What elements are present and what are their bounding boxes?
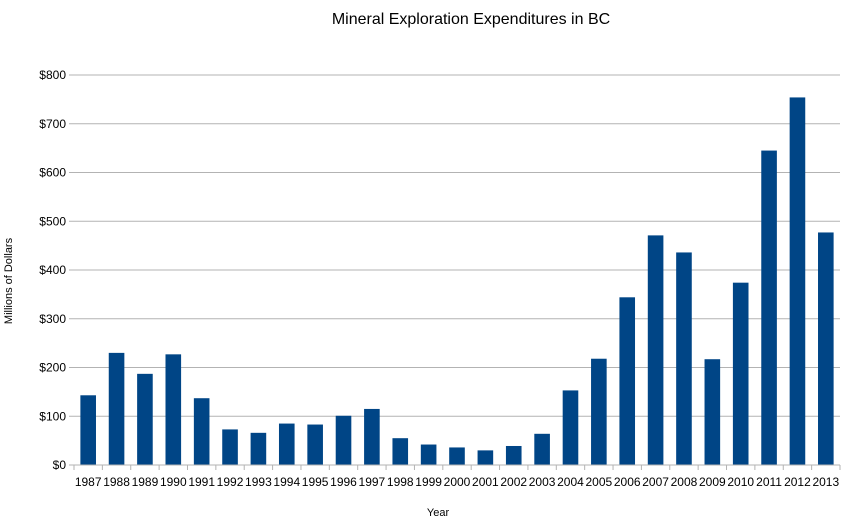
bar-1998 xyxy=(392,438,409,465)
y-tick-label: $0 xyxy=(53,458,67,472)
x-tick-label: 2002 xyxy=(500,475,527,489)
bar-2009 xyxy=(704,359,721,465)
bar-1997 xyxy=(364,408,380,465)
x-tick-label: 1991 xyxy=(188,475,215,489)
bar-2013 xyxy=(818,232,834,465)
y-axis-title: Millions of Dollars xyxy=(3,237,15,324)
gridlines xyxy=(74,74,840,466)
x-tick-label: 1999 xyxy=(415,475,442,489)
x-tick-label: 1987 xyxy=(75,475,102,489)
bar-2001 xyxy=(477,450,494,465)
x-tick-label: 2012 xyxy=(784,475,811,489)
x-tick-label: 1995 xyxy=(302,475,329,489)
x-tick-label: 2003 xyxy=(529,475,556,489)
x-tick-label: 2011 xyxy=(756,475,782,489)
bar-2007 xyxy=(647,235,664,465)
bar-1993 xyxy=(250,432,267,465)
x-tick-label: 2005 xyxy=(586,475,613,489)
x-tick-label: 2006 xyxy=(614,475,641,489)
y-tick-label: $600 xyxy=(39,166,66,180)
x-tick-label: 1990 xyxy=(160,475,187,489)
bar-1996 xyxy=(335,415,352,465)
bar-1987 xyxy=(80,395,96,465)
x-tick-label: 1996 xyxy=(330,475,357,489)
x-tick-label: 2010 xyxy=(727,475,754,489)
x-tick-label: 1988 xyxy=(103,475,130,489)
y-tick-label: $300 xyxy=(39,312,66,326)
bar-1995 xyxy=(307,424,323,465)
x-tick-label: 1998 xyxy=(387,475,414,489)
bar-2012 xyxy=(789,97,806,466)
x-tick-label: 1989 xyxy=(132,475,159,489)
bar-1999 xyxy=(420,444,437,465)
y-tick-label: $800 xyxy=(39,68,66,82)
x-tick-label: 1994 xyxy=(273,475,300,489)
x-tick-label: 2001 xyxy=(472,475,499,489)
bar-2005 xyxy=(591,358,607,465)
bar-2002 xyxy=(505,445,522,465)
bar-2000 xyxy=(449,447,465,465)
bar-2011 xyxy=(761,150,777,465)
x-tick-label: 2013 xyxy=(812,475,839,489)
x-tick-label: 2007 xyxy=(642,475,669,489)
chart-title: Mineral Exploration Expenditures in BC xyxy=(332,11,610,28)
x-tick-label: 1992 xyxy=(217,475,244,489)
y-tick-label: $700 xyxy=(39,117,66,131)
x-tick-label: 2004 xyxy=(557,475,584,489)
y-tick-label: $500 xyxy=(39,214,66,228)
y-tick-label: $200 xyxy=(39,361,66,375)
x-tick-label: 2008 xyxy=(671,475,698,489)
bar-1991 xyxy=(193,398,210,465)
x-axis-title: Year xyxy=(427,507,450,519)
bar-2003 xyxy=(534,433,550,465)
bar-2006 xyxy=(619,297,636,465)
x-axis-ticks: 1987 1988 1989 1990 1991 1992 1993 1994 1995 1996… xyxy=(73,465,841,489)
bar-2004 xyxy=(562,390,579,465)
bar-2010 xyxy=(732,282,749,465)
bars xyxy=(80,97,834,466)
y-tick-label: $100 xyxy=(39,409,66,423)
x-tick-label: 2000 xyxy=(444,475,471,489)
bar-1992 xyxy=(222,429,238,465)
bar-1994 xyxy=(278,423,295,465)
bar-1988 xyxy=(108,352,125,465)
bar-1990 xyxy=(165,354,182,465)
y-axis-ticks: $0 $100 $200 $300 $400 $500 $600 $700 $800 xyxy=(39,68,74,472)
x-tick-label: 1993 xyxy=(245,475,272,489)
x-tick-label: 1997 xyxy=(359,475,386,489)
y-tick-label: $400 xyxy=(39,263,66,277)
bar-1989 xyxy=(137,373,153,465)
x-tick-label: 2009 xyxy=(699,475,726,489)
bar-2008 xyxy=(676,252,692,465)
